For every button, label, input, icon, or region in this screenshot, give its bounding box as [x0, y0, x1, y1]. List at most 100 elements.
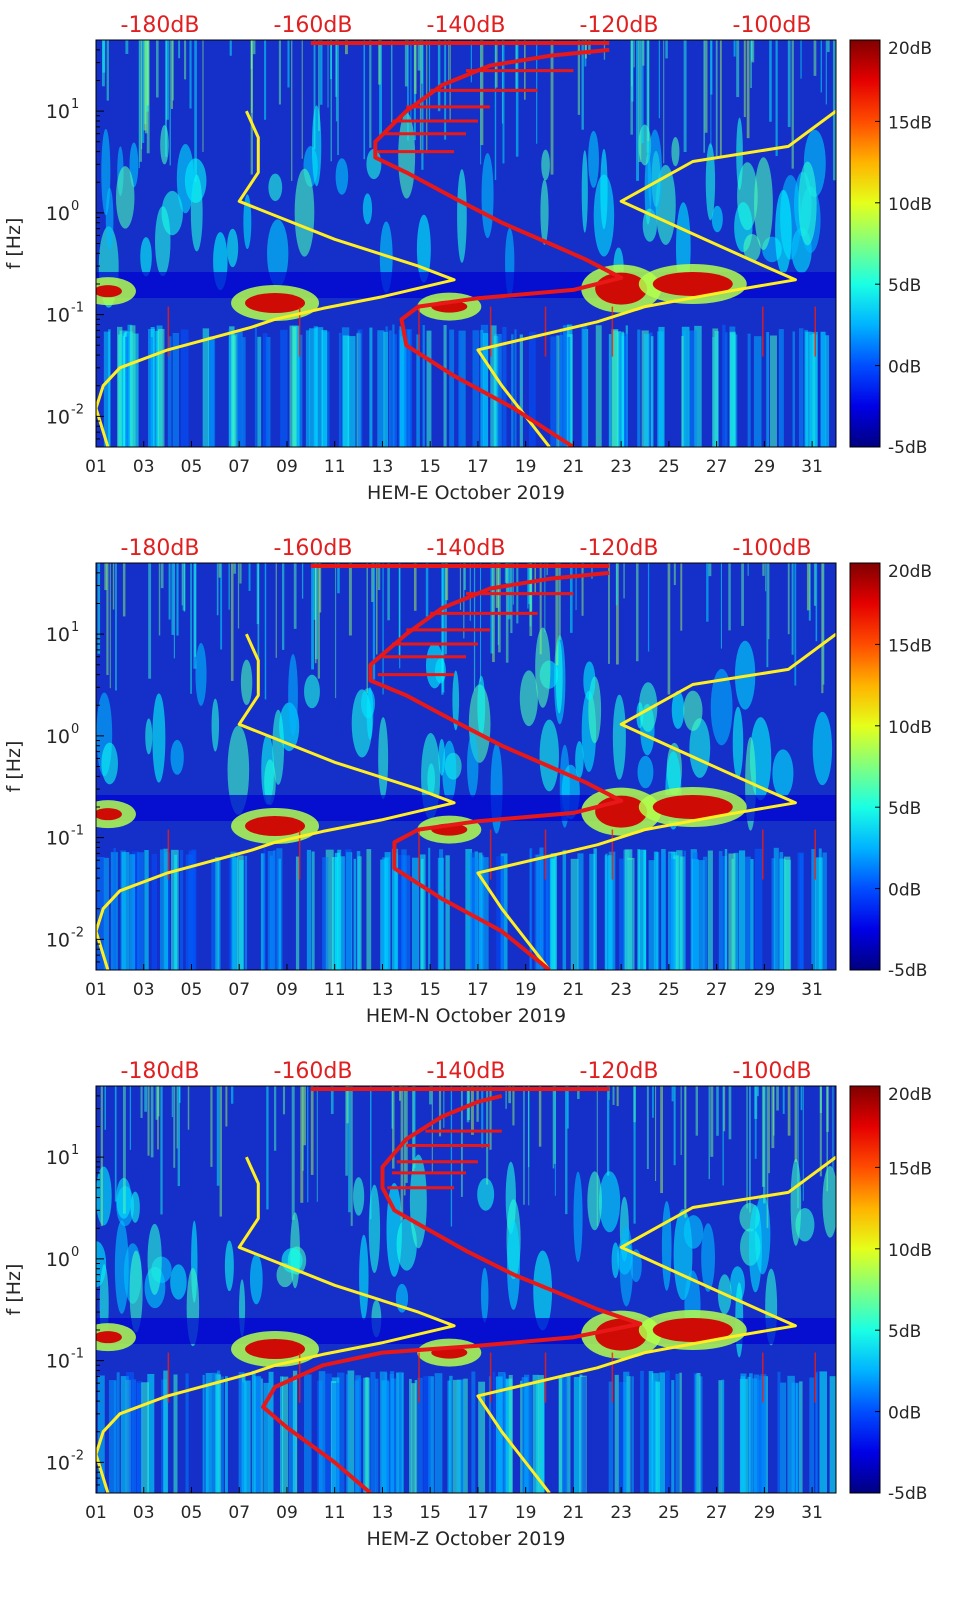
heatmap-cell [780, 1382, 787, 1493]
heatmap-cell [671, 1086, 674, 1102]
heatmap-cell [357, 329, 363, 447]
heatmap-cell [539, 719, 559, 792]
colorbar-tick-label: 15dB [888, 636, 932, 656]
heatmap-cell [167, 829, 170, 880]
heatmap-cell [630, 1249, 642, 1283]
heatmap-cell [638, 40, 642, 163]
heatmap-cell [508, 1374, 513, 1493]
heatmap-cell [112, 563, 115, 610]
heatmap-cell [245, 816, 306, 837]
colorbar-tick-label: 10dB [888, 195, 932, 215]
heatmap-cell [108, 1380, 117, 1493]
heatmap-cell [593, 848, 597, 970]
heatmap-cell [688, 330, 697, 447]
heatmap-cell [260, 1378, 263, 1493]
x-tick-label: 21 [563, 980, 585, 1000]
heatmap-cell [787, 1375, 795, 1493]
heatmap-cell [800, 1086, 803, 1111]
heatmap-cell [732, 706, 744, 779]
heatmap-cell [239, 563, 242, 584]
heatmap-cell [335, 563, 337, 699]
heatmap-cell [348, 1086, 351, 1213]
heatmap-cell [683, 40, 687, 153]
heatmap-cell [382, 563, 384, 695]
heatmap-cell [570, 858, 579, 970]
heatmap-cell [529, 848, 532, 970]
heatmap-cell [624, 333, 628, 447]
heatmap-cell [820, 40, 823, 93]
heatmap-cell [519, 334, 523, 447]
heatmap-cell [496, 856, 504, 970]
heatmap-cell [683, 850, 686, 970]
heatmap-cell [229, 326, 235, 447]
heatmap-cell [554, 854, 557, 970]
heatmap-cell [324, 1373, 333, 1493]
heatmap-cell [676, 850, 683, 970]
heatmap-cell [753, 1374, 760, 1493]
heatmap-cell [541, 149, 550, 181]
heatmap-cell [652, 794, 733, 819]
heatmap-cell [353, 858, 356, 970]
heatmap-cell [798, 161, 817, 246]
heatmap-cell [648, 332, 653, 447]
top-axis-label: -100dB [733, 13, 812, 38]
heatmap-cell [523, 1086, 525, 1205]
heatmap-cell [533, 1250, 553, 1331]
heatmap-cell [710, 1086, 714, 1157]
spectrogram-heatmap [96, 563, 836, 970]
heatmap-cell [202, 328, 210, 447]
heatmap-cell [282, 1086, 286, 1115]
heatmap-cell [754, 157, 773, 250]
heatmap-cell [428, 40, 431, 121]
heatmap-cell [215, 857, 220, 970]
heatmap-cell [523, 1374, 530, 1493]
x-tick-label: 19 [515, 1503, 537, 1523]
heatmap-cell [612, 694, 626, 780]
heatmap-cell [467, 733, 479, 798]
x-tick-label: 09 [276, 980, 298, 1000]
heatmap-cell [167, 306, 170, 357]
y-tick-label: 10 [46, 929, 70, 951]
heatmap-cell [355, 1375, 361, 1493]
heatmap-cell [244, 855, 248, 970]
heatmap-cell [777, 1371, 781, 1493]
heatmap-cell [577, 853, 584, 970]
heatmap-cell [832, 40, 836, 181]
heatmap-cell [619, 332, 622, 447]
heatmap-cell [529, 331, 536, 447]
heatmap-cell [185, 1373, 189, 1493]
heatmap-cell [305, 330, 310, 447]
heatmap-cell [447, 1380, 451, 1493]
heatmap-cell [621, 333, 625, 447]
heatmap-cell [115, 563, 117, 691]
heatmap-cell [646, 1086, 649, 1170]
heatmap-cell [515, 40, 519, 157]
heatmap-cell [315, 327, 324, 447]
y-tick-label: 10 [46, 1147, 70, 1169]
heatmap-cell [681, 335, 684, 447]
heatmap-cell [731, 858, 734, 970]
heatmap-cell [411, 857, 420, 970]
heatmap-cell [205, 1373, 212, 1493]
heatmap-cell [720, 563, 723, 649]
heatmap-cell [822, 852, 827, 970]
heatmap-cell [400, 1086, 404, 1221]
heatmap-cell [288, 1381, 296, 1493]
heatmap-cell [428, 847, 431, 970]
heatmap-cell [173, 1374, 178, 1493]
heatmap-cell [633, 40, 635, 68]
heatmap-cell [370, 1372, 376, 1493]
heatmap-cell [251, 40, 253, 113]
heatmap-cell [665, 1370, 670, 1493]
heatmap-cell [769, 40, 772, 122]
heatmap-cell [458, 330, 466, 447]
heatmap-cell [220, 1376, 224, 1493]
heatmap-cell [505, 1161, 516, 1235]
heatmap-cell [300, 1086, 304, 1203]
heatmap-cell [699, 1376, 703, 1493]
heatmap-cell [318, 40, 320, 131]
colorbar [849, 562, 881, 971]
heatmap-cell [797, 852, 804, 970]
x-tick-label: 17 [467, 1503, 489, 1523]
heatmap-cell [772, 749, 794, 798]
